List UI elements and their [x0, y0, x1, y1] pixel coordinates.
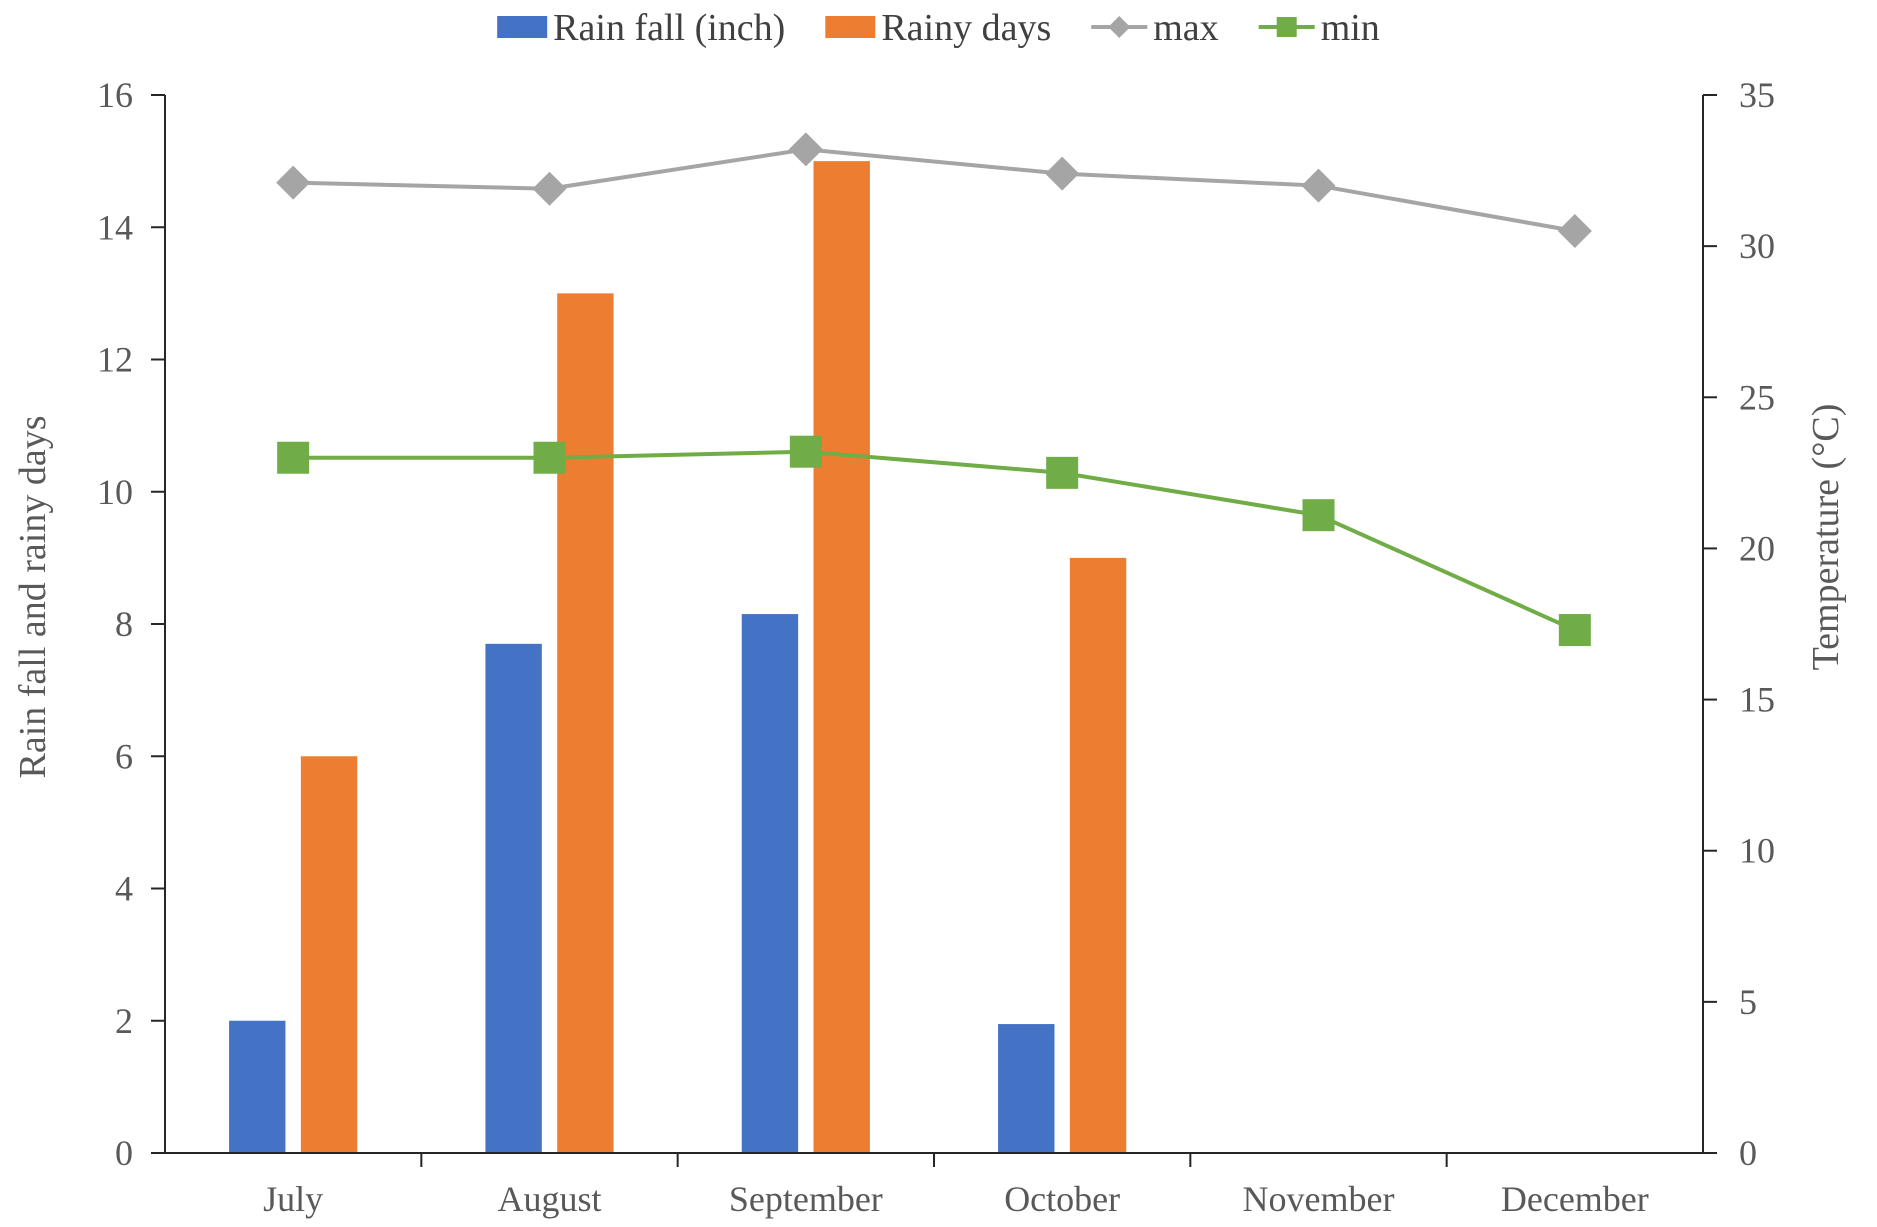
left-tick-label: 4	[115, 869, 133, 909]
marker-min	[533, 441, 566, 474]
legend-swatch	[497, 16, 548, 38]
marker-max	[1045, 156, 1080, 191]
left-tick-label: 0	[115, 1133, 133, 1173]
marker-min	[1046, 456, 1079, 489]
marker-max	[532, 171, 567, 206]
legend-label: Rainy days	[881, 7, 1051, 49]
line-max	[293, 147, 1576, 233]
bar-rain-fall-inch	[998, 1024, 1055, 1153]
plot-area	[229, 132, 1592, 1153]
legend-entry: min	[1258, 7, 1380, 49]
line-min	[293, 449, 1576, 632]
left-tick-label: 8	[115, 604, 133, 644]
legend-entry: max	[1091, 7, 1219, 49]
legend-label: min	[1321, 7, 1380, 49]
right-tick-label: 20	[1739, 528, 1775, 568]
bar-rainy-days	[557, 293, 614, 1153]
legend-entry: Rainy days	[825, 7, 1051, 49]
legend-swatch-marker	[1108, 16, 1131, 38]
legend-entry: Rain fall (inch)	[497, 7, 785, 49]
bar-rain-fall-inch	[485, 643, 542, 1153]
x-tick-label: July	[263, 1179, 323, 1219]
x-tick-label: August	[497, 1179, 601, 1219]
left-tick-label: 16	[97, 75, 133, 115]
x-tick-label: November	[1243, 1179, 1395, 1219]
marker-max	[276, 165, 311, 200]
left-axis-title: Rain fall and rainy days	[12, 415, 54, 778]
right-axis-title: Temperature (°C)	[1805, 404, 1847, 671]
bar-rain-fall-inch	[741, 614, 799, 1153]
right-tick-label: 25	[1739, 377, 1775, 417]
legend: Rain fall (inch) Rainy days max min	[497, 7, 1380, 49]
x-tick-label: September	[729, 1179, 883, 1219]
legend-label: max	[1153, 7, 1218, 49]
marker-min	[277, 441, 310, 474]
marker-min	[1302, 499, 1335, 532]
marker-max	[1557, 214, 1592, 249]
bar-rainy-days	[300, 756, 358, 1153]
right-tick-label: 30	[1739, 226, 1775, 266]
left-tick-label: 6	[115, 736, 133, 776]
bar-rainy-days	[813, 161, 870, 1153]
bar-rainy-days	[1069, 557, 1127, 1153]
left-tick-label: 14	[97, 207, 133, 247]
marker-min	[789, 435, 822, 468]
x-tick-label: December	[1501, 1179, 1649, 1219]
bar-rain-fall-inch	[229, 1020, 286, 1153]
legend-label: Rain fall (inch)	[553, 7, 785, 49]
right-tick-label: 35	[1739, 75, 1775, 115]
marker-max	[1301, 168, 1336, 203]
right-tick-label: 15	[1739, 680, 1775, 720]
legend-swatch	[825, 16, 876, 38]
legend-swatch-marker	[1276, 17, 1297, 37]
left-tick-label: 10	[97, 472, 133, 512]
left-tick-label: 12	[97, 340, 133, 380]
x-axis: July August September October November Decemb…	[165, 1152, 1703, 1219]
marker-max	[788, 132, 823, 167]
right-axis: 0 5 10 15 20 25 30 35	[1702, 75, 1775, 1173]
left-tick-label: 2	[115, 1001, 133, 1041]
right-tick-label: 10	[1739, 831, 1775, 871]
right-tick-label: 0	[1739, 1133, 1757, 1173]
left-axis: 0 2 4 6 8 10 12 14 16	[97, 75, 166, 1173]
marker-min	[1558, 614, 1591, 647]
x-tick-label: October	[1004, 1179, 1120, 1219]
right-tick-label: 5	[1739, 982, 1757, 1022]
